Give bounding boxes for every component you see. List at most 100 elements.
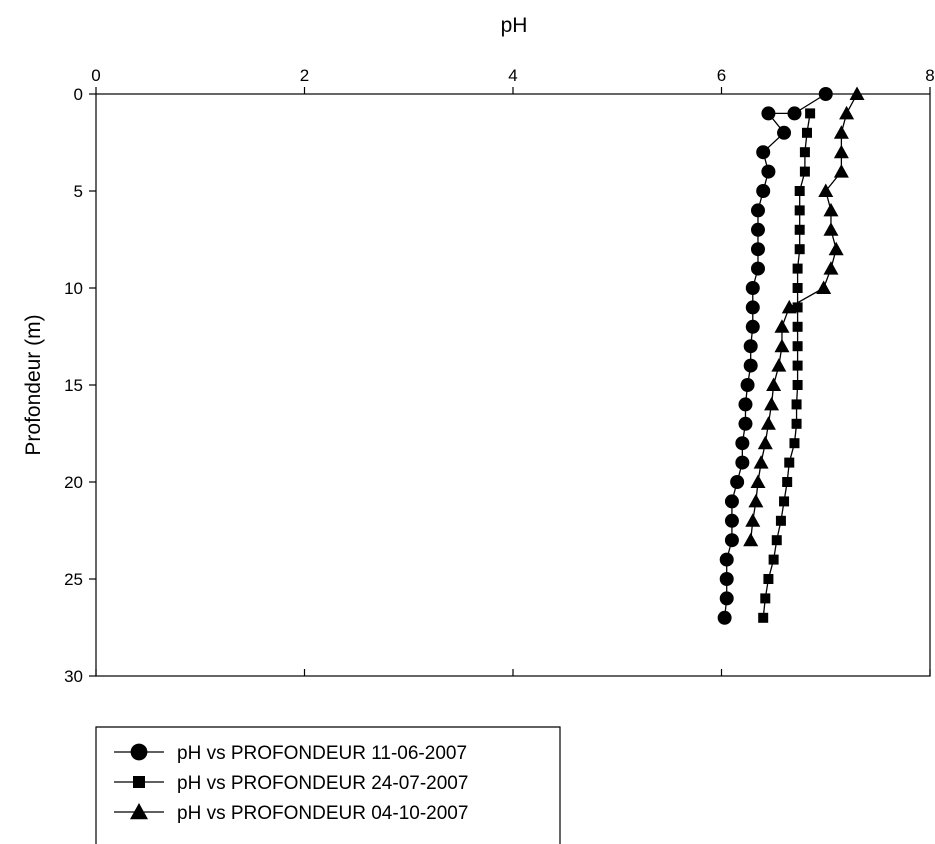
x-tick-label: 8	[925, 66, 934, 85]
data-point-circle	[756, 184, 771, 198]
legend-marker-square	[133, 776, 145, 788]
data-point-square	[789, 438, 800, 449]
data-point-circle	[738, 397, 753, 412]
data-point-square	[792, 360, 803, 371]
data-point-triangle	[760, 416, 776, 430]
data-point-triangle	[774, 319, 790, 333]
data-point-circle	[750, 203, 765, 218]
legend: pH vs PROFONDEUR 11-06-2007 pH vs PROFOND…	[95, 726, 561, 844]
data-point-square	[763, 574, 774, 584]
y-tick-label: 25	[64, 570, 83, 589]
data-point-circle	[743, 339, 758, 354]
data-point-square	[784, 457, 795, 468]
legend-item: pH vs PROFONDEUR 11-06-2007	[114, 743, 467, 764]
data-point-circle	[756, 145, 771, 160]
data-point-square	[801, 127, 812, 138]
data-point-square	[775, 515, 786, 526]
data-point-triangle	[849, 86, 865, 100]
data-point-triangle	[745, 513, 761, 527]
data-point-square	[760, 593, 771, 604]
series-layer	[717, 86, 865, 625]
data-point-square	[794, 224, 805, 235]
data-point-triangle	[833, 164, 849, 178]
legend-frame	[95, 726, 561, 844]
data-point-square	[768, 554, 779, 565]
data-point-triangle	[823, 222, 839, 236]
data-point-circle	[719, 552, 734, 567]
series-2	[758, 108, 816, 623]
data-point-circle	[777, 125, 792, 140]
legend-marker-circle	[130, 743, 148, 761]
data-point-circle	[738, 416, 753, 431]
data-point-triangle	[764, 396, 780, 411]
data-point-triangle	[816, 280, 832, 294]
data-point-triangle	[753, 455, 769, 469]
data-point-circle	[743, 358, 758, 373]
legend-label: pH vs PROFONDEUR 04-10-2007	[177, 803, 468, 824]
data-point-square	[792, 283, 803, 293]
data-point-triangle	[823, 261, 839, 275]
data-point-square	[799, 166, 810, 177]
x-tick-label: 4	[508, 66, 517, 85]
data-point-circle	[724, 494, 739, 509]
axis-ticks: 0 2 4 6 8 0 5 10 15 20 25 30	[64, 66, 935, 686]
x-axis-label: pH	[501, 14, 528, 37]
data-point-triangle	[839, 105, 855, 120]
y-tick-label: 5	[74, 182, 83, 201]
data-point-circle	[745, 300, 760, 315]
legend-item: pH vs PROFONDEUR 24-07-2007	[114, 773, 468, 794]
y-axis-label: Profondeur (m)	[22, 314, 45, 455]
y-tick-label: 30	[64, 667, 83, 686]
data-point-circle	[750, 222, 765, 237]
data-point-square	[792, 380, 803, 390]
legend-item: pH vs PROFONDEUR 04-10-2007	[114, 803, 468, 824]
x-tick-label: 2	[300, 66, 309, 85]
data-point-circle	[735, 455, 750, 470]
data-point-triangle	[771, 358, 787, 372]
data-point-triangle	[818, 183, 834, 197]
data-point-triangle	[781, 299, 797, 314]
x-tick-label: 0	[91, 66, 100, 85]
data-point-triangle	[774, 338, 790, 353]
data-point-circle	[730, 475, 745, 489]
data-point-circle	[750, 261, 765, 276]
data-point-triangle	[833, 125, 849, 139]
data-point-triangle	[823, 202, 839, 217]
data-point-triangle	[750, 474, 766, 488]
x-tick-label: 6	[717, 66, 726, 85]
data-point-triangle	[833, 144, 849, 159]
data-point-square	[792, 302, 803, 313]
data-point-square	[799, 147, 810, 158]
data-point-triangle	[743, 532, 759, 547]
data-point-circle	[761, 106, 776, 121]
data-point-triangle	[828, 241, 844, 256]
legend-label: pH vs PROFONDEUR 11-06-2007	[177, 743, 467, 764]
data-point-circle	[735, 436, 750, 451]
y-tick-label: 15	[64, 376, 83, 395]
data-point-square	[791, 399, 802, 410]
data-point-circle	[745, 281, 760, 295]
data-point-circle	[761, 164, 776, 179]
data-point-square	[782, 477, 793, 487]
data-point-square	[794, 205, 805, 216]
legend-marker-triangle	[130, 803, 148, 820]
data-point-circle	[724, 513, 739, 528]
data-point-circle	[818, 87, 833, 101]
data-point-square	[792, 341, 803, 352]
data-point-square	[771, 535, 782, 546]
plot-frame	[95, 93, 931, 677]
series-line	[750, 93, 858, 541]
data-point-circle	[719, 591, 734, 606]
data-point-circle	[724, 533, 739, 548]
data-point-square	[792, 263, 803, 274]
data-point-circle	[745, 319, 760, 334]
data-point-triangle	[748, 493, 764, 508]
y-tick-label: 20	[64, 473, 83, 492]
series-3	[743, 86, 865, 547]
data-point-circle	[750, 242, 765, 257]
data-point-square	[792, 321, 803, 332]
data-point-square	[794, 186, 805, 196]
data-point-square	[779, 496, 790, 507]
data-point-circle	[717, 610, 732, 625]
